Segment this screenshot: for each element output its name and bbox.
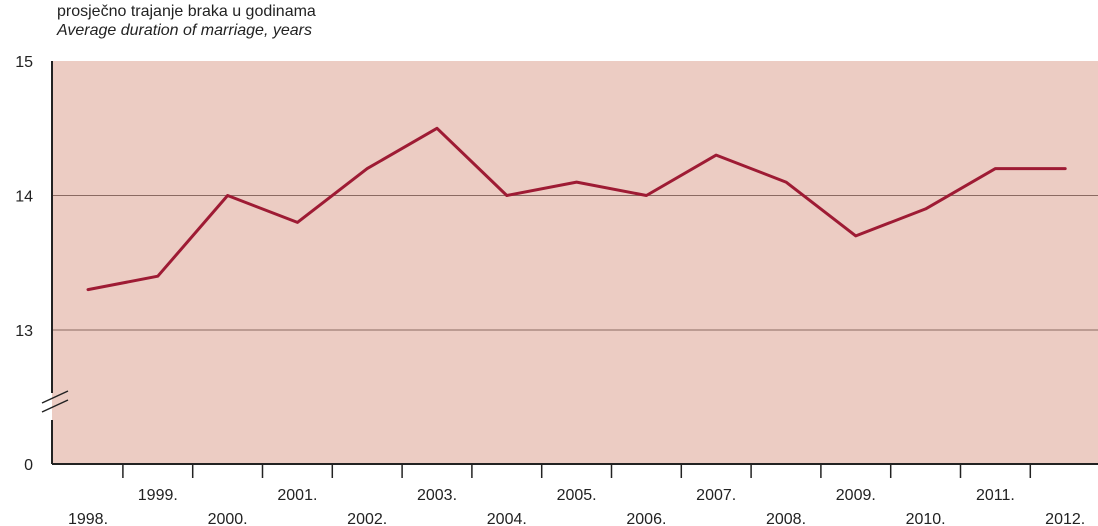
x-tick-label-1998: 1998.: [68, 511, 108, 526]
x-tick-label-2004: 2004.: [487, 511, 527, 526]
x-tick-label-2010: 2010.: [906, 511, 946, 526]
x-tick-label-2005: 2005.: [557, 487, 597, 504]
x-tick-label-2002: 2002.: [347, 511, 387, 526]
x-tick-label-2000: 2000.: [208, 511, 248, 526]
x-tick-label-2006: 2006.: [626, 511, 666, 526]
axis-break-marker: [41, 61, 69, 464]
y-tick-label-14: 14: [15, 189, 33, 206]
x-tick-label-2001: 2001.: [277, 487, 317, 504]
series-line: [86, 126, 1067, 292]
axis-break-slash-1: [41, 390, 69, 404]
y-axis-ticks: 15 14 13 0: [15, 54, 33, 474]
y-tick-label-15: 15: [15, 54, 33, 71]
x-tick-label-2003: 2003.: [417, 487, 457, 504]
x-tick-label-2012: 2012.: [1045, 511, 1085, 526]
x-tick-label-2008: 2008.: [766, 511, 806, 526]
y-axis-title-croatian: prosječno trajanje braka u godinama: [57, 3, 316, 20]
plot-background: [52, 61, 1098, 464]
x-axis: 1998. 1999. 2000. 2001. 2002. 2003. 2004. 2005.…: [52, 463, 1098, 526]
axis-break-slash-2: [41, 399, 69, 413]
y-tick-label-13: 13: [15, 323, 33, 340]
x-tick-label-1999: 1999.: [138, 487, 178, 504]
y-axis-title-english: Average duration of marriage, years: [57, 22, 312, 39]
y-tick-label-0: 0: [24, 457, 33, 474]
x-tick-label-2011: 2011.: [976, 487, 1015, 504]
x-tick-label-2009: 2009.: [836, 487, 876, 504]
x-tick-label-2007: 2007.: [696, 487, 736, 504]
